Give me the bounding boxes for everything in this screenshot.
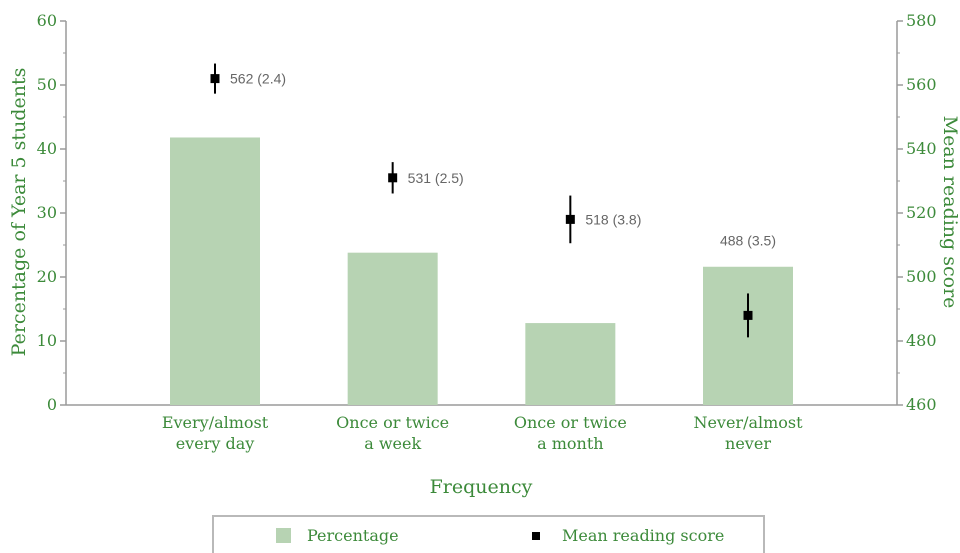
y-tick-label-right: 500 — [906, 267, 937, 286]
score-point — [210, 74, 220, 84]
score-data-label: 518 (3.8) — [585, 211, 641, 227]
x-tick-label: never — [725, 434, 771, 453]
y-tick-label-left: 30 — [37, 203, 57, 222]
y-tick-label-left: 50 — [37, 75, 57, 94]
legend-label-mean-score: Mean reading score — [562, 526, 724, 545]
x-axis-title: Frequency — [430, 476, 533, 498]
score-data-label: 531 (2.5) — [408, 170, 464, 186]
x-tick-label: a month — [537, 434, 603, 453]
y-tick-label-left: 10 — [37, 331, 57, 350]
x-tick-label: Never/almost — [693, 413, 803, 432]
y-tick-label-left: 60 — [37, 11, 57, 30]
x-tick-label: Every/almost — [162, 413, 269, 432]
y-tick-label-left: 40 — [37, 139, 57, 158]
score-point — [565, 214, 575, 224]
y-tick-label-right: 460 — [906, 395, 937, 414]
score-data-label: 488 (3.5) — [720, 232, 776, 248]
score-point — [743, 310, 753, 320]
y-tick-label-right: 540 — [906, 139, 937, 158]
legend-marker-mean-score — [532, 532, 540, 540]
y-axis-title-left: Percentage of Year 5 students — [8, 68, 30, 357]
y-tick-label-left: 20 — [37, 267, 57, 286]
bar — [347, 252, 438, 405]
bar — [525, 323, 616, 405]
x-tick-label: Once or twice — [336, 413, 449, 432]
y-tick-label-right: 580 — [906, 11, 937, 30]
score-point — [388, 173, 398, 183]
score-data-label: 562 (2.4) — [230, 71, 286, 87]
y-axis-title-right: Mean reading score — [939, 116, 960, 309]
x-tick-label: Once or twice — [514, 413, 627, 432]
legend: Percentage Mean reading score — [212, 515, 765, 553]
legend-box — [212, 515, 765, 553]
plot-area: 0 10 20 30 40 50 60 460 480 500 520 540 560 580 Every/… — [37, 11, 937, 453]
y-tick-label-left: 0 — [47, 395, 57, 414]
legend-label-percentage: Percentage — [307, 526, 399, 545]
y-tick-label-right: 480 — [906, 331, 937, 350]
legend-swatch-percentage — [276, 528, 291, 543]
y-tick-label-right: 560 — [906, 75, 937, 94]
y-tick-label-right: 520 — [906, 203, 937, 222]
x-tick-label: every day — [176, 434, 255, 453]
x-tick-label: a week — [364, 434, 421, 453]
bar — [170, 137, 260, 406]
